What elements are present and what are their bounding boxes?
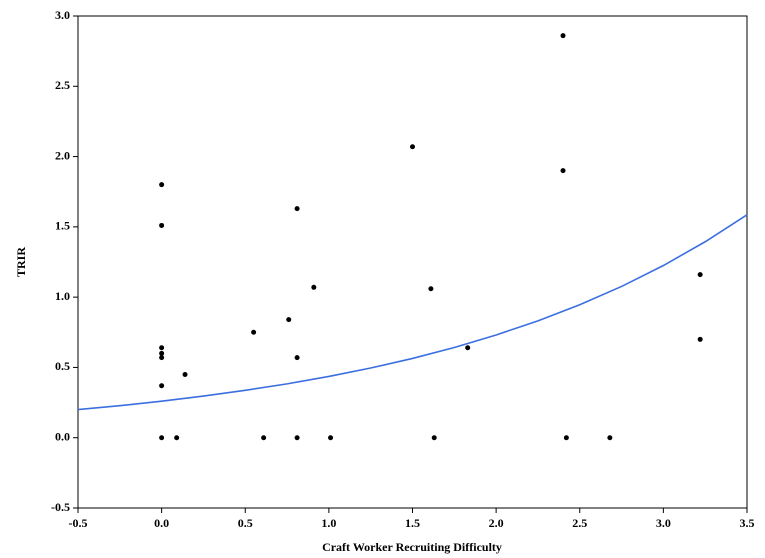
data-point <box>697 272 703 278</box>
data-point <box>697 336 703 342</box>
x-axis-label: Craft Worker Recruiting Difficulty <box>322 540 502 554</box>
y-tick-label: 2.0 <box>55 148 70 162</box>
y-tick-label: 0.5 <box>55 359 70 373</box>
data-point <box>286 317 292 323</box>
data-point <box>159 345 165 351</box>
data-point <box>159 222 165 228</box>
y-tick-label: 1.0 <box>55 289 70 303</box>
x-tick-label: 2.0 <box>489 516 504 530</box>
data-point <box>159 435 165 441</box>
data-point <box>251 329 257 335</box>
data-point <box>294 206 300 212</box>
data-point <box>410 144 415 150</box>
data-point <box>465 345 471 351</box>
y-tick-label: 2.5 <box>55 78 70 92</box>
y-tick-label: 0.0 <box>55 429 70 443</box>
x-tick-label: 1.5 <box>405 516 420 530</box>
x-tick-label: 3.0 <box>656 516 671 530</box>
y-tick-label: 3.0 <box>55 8 70 22</box>
data-point <box>294 435 300 441</box>
x-tick-label: -0.5 <box>69 516 88 530</box>
y-axis-label: TRIR <box>14 247 28 277</box>
data-point <box>311 284 317 290</box>
x-tick-label: 2.5 <box>572 516 587 530</box>
y-tick-label: -0.5 <box>51 500 70 514</box>
data-point <box>607 435 613 441</box>
plot-frame <box>77 15 748 509</box>
x-tick-label: 1.0 <box>321 516 336 530</box>
data-point <box>328 435 334 441</box>
x-tick-label: 3.5 <box>740 516 755 530</box>
data-point <box>560 168 566 174</box>
data-point <box>431 435 437 441</box>
data-point <box>563 435 569 441</box>
data-point <box>294 355 300 361</box>
data-point <box>182 371 188 377</box>
data-point <box>560 33 566 39</box>
fit-curve <box>77 214 748 411</box>
data-point <box>174 435 180 441</box>
data-point <box>159 350 165 356</box>
data-point <box>159 355 165 361</box>
data-point <box>159 182 165 188</box>
x-tick-label: 0.5 <box>238 516 253 530</box>
data-point <box>261 435 267 441</box>
y-tick-label: 1.5 <box>55 219 70 233</box>
data-point <box>159 383 165 389</box>
x-tick-label: 0.0 <box>154 516 169 530</box>
data-point <box>428 286 434 292</box>
